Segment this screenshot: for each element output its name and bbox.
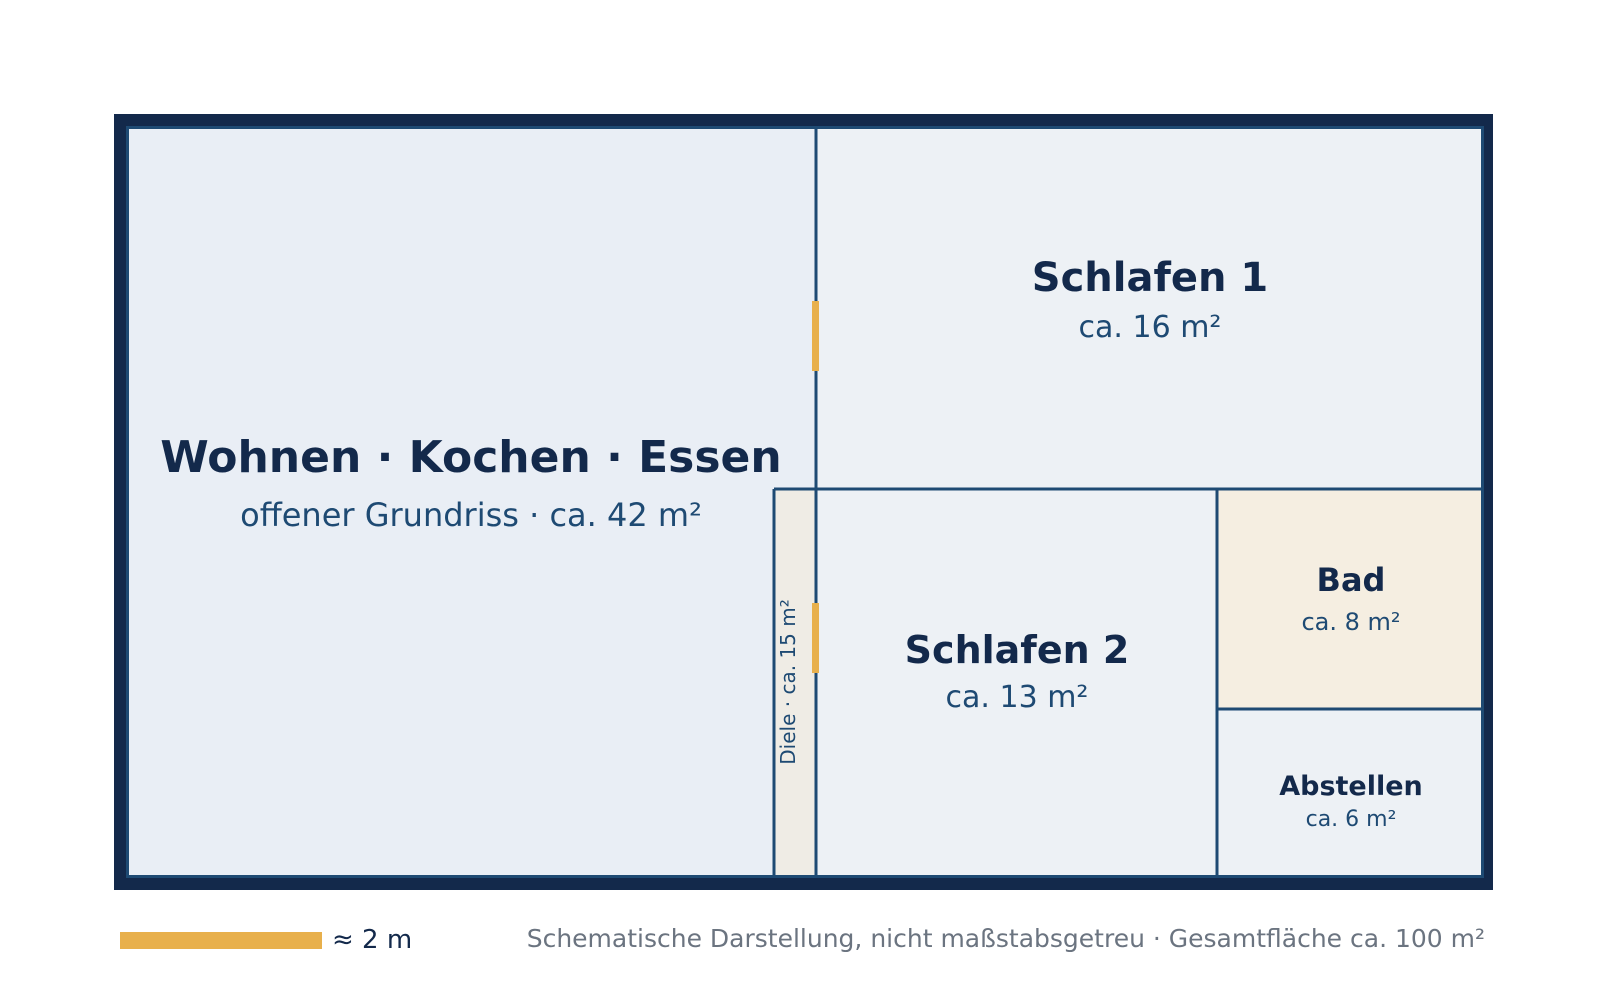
inner-walls bbox=[126, 126, 1484, 878]
room-wohnen-area: offener Grundriss · ca. 42 m² bbox=[240, 496, 702, 534]
door-schlafen1 bbox=[812, 301, 819, 371]
room-schlafen1-area: ca. 16 m² bbox=[1079, 310, 1222, 345]
room-abstellen-fill bbox=[1218, 711, 1481, 876]
room-abstellen-name: Abstellen bbox=[1279, 771, 1423, 802]
room-diele-fill bbox=[774, 490, 816, 876]
room-schlafen2-name: Schlafen 2 bbox=[905, 628, 1130, 672]
inner-frame bbox=[126, 126, 1484, 878]
scale-bar bbox=[120, 932, 322, 949]
room-bad-fill bbox=[1218, 490, 1481, 708]
room-diele-label: Diele · ca. 15 m² bbox=[776, 599, 800, 764]
room-wohnen-fill bbox=[128, 128, 816, 876]
room-abstellen-area: ca. 6 m² bbox=[1306, 807, 1397, 832]
scale-label: ≈ 2 m bbox=[332, 925, 412, 955]
room-wohnen-name: Wohnen · Kochen · Essen bbox=[160, 432, 781, 483]
room-schlafen2-fill bbox=[818, 490, 1216, 876]
door-schlafen2 bbox=[812, 603, 819, 673]
room-bad-name: Bad bbox=[1317, 561, 1386, 599]
room-bad-area: ca. 8 m² bbox=[1301, 608, 1400, 636]
room-schlafen2-area: ca. 13 m² bbox=[946, 680, 1089, 715]
legend-note: Schematische Darstellung, nicht maßstabs… bbox=[527, 924, 1485, 953]
room-schlafen1-fill bbox=[818, 128, 1481, 488]
room-schlafen1-name: Schlafen 1 bbox=[1032, 255, 1268, 301]
